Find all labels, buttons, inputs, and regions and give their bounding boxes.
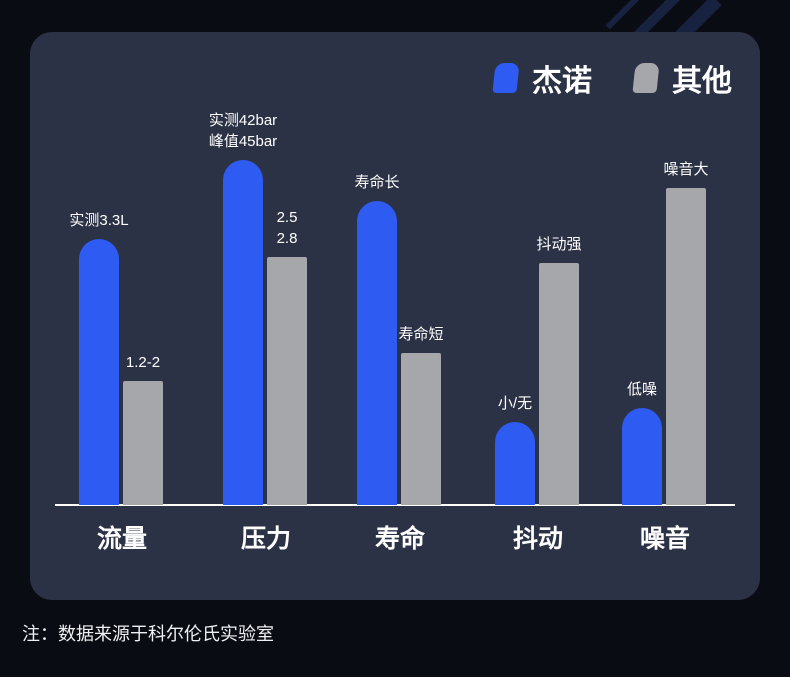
- bar-label-其他-流量: 1.2-2: [125, 354, 161, 371]
- chart-panel: 实测3.3L 1.2-2 流量 实测42bar 峰值45bar 2.5 2.8 压力 寿命长…: [30, 32, 760, 600]
- legend-item-other: 其他: [632, 56, 732, 100]
- category-label-压力: 压力: [240, 525, 292, 553]
- bar-label-杰诺-流量: 实测3.3L: [69, 212, 129, 229]
- legend-swatch-blue: [492, 63, 520, 93]
- bar-其他-压力: [267, 257, 307, 505]
- bar-label-杰诺-抖动: 小/无: [497, 395, 533, 412]
- bar-其他-寿命: [401, 353, 441, 505]
- bar-其他-流量: [123, 381, 163, 505]
- category-label-噪音: 噪音: [639, 525, 691, 553]
- bar-杰诺-抖动: [495, 422, 535, 505]
- category-label-抖动: 抖动: [512, 525, 564, 553]
- bar-杰诺-噪音: [622, 408, 662, 505]
- legend-swatch-gray: [632, 63, 660, 93]
- bar-label-杰诺-噪音: 低噪: [626, 381, 658, 398]
- category-label-流量: 流量: [96, 525, 148, 553]
- legend: 杰诺 其他: [492, 56, 732, 100]
- bar-杰诺-压力: [223, 160, 263, 505]
- axis-baseline: [55, 504, 735, 506]
- source-note: 注：数据来源于科尔伦氏实验室: [22, 624, 274, 644]
- chart-area: 实测3.3L 1.2-2 流量 实测42bar 峰值45bar 2.5 2.8 压力 寿命长…: [30, 32, 760, 600]
- legend-label-jienuo: 杰诺: [532, 65, 592, 98]
- bar-label-其他-寿命: 寿命短: [398, 326, 444, 343]
- legend-item-jienuo: 杰诺: [492, 56, 592, 100]
- bar-杰诺-流量: [79, 239, 119, 505]
- bar-label-杰诺-压力: 实测42bar 峰值45bar: [208, 112, 278, 150]
- category-label-寿命: 寿命: [374, 525, 426, 553]
- bar-label-杰诺-寿命: 寿命长: [354, 174, 400, 191]
- bar-label-其他-抖动: 抖动强: [536, 236, 582, 253]
- bar-label-其他-压力: 2.5 2.8: [276, 209, 298, 247]
- bar-其他-抖动: [539, 263, 579, 505]
- legend-label-other: 其他: [672, 65, 732, 98]
- bar-label-其他-噪音: 噪音大: [663, 161, 709, 178]
- bar-杰诺-寿命: [357, 201, 397, 505]
- bar-其他-噪音: [666, 188, 706, 505]
